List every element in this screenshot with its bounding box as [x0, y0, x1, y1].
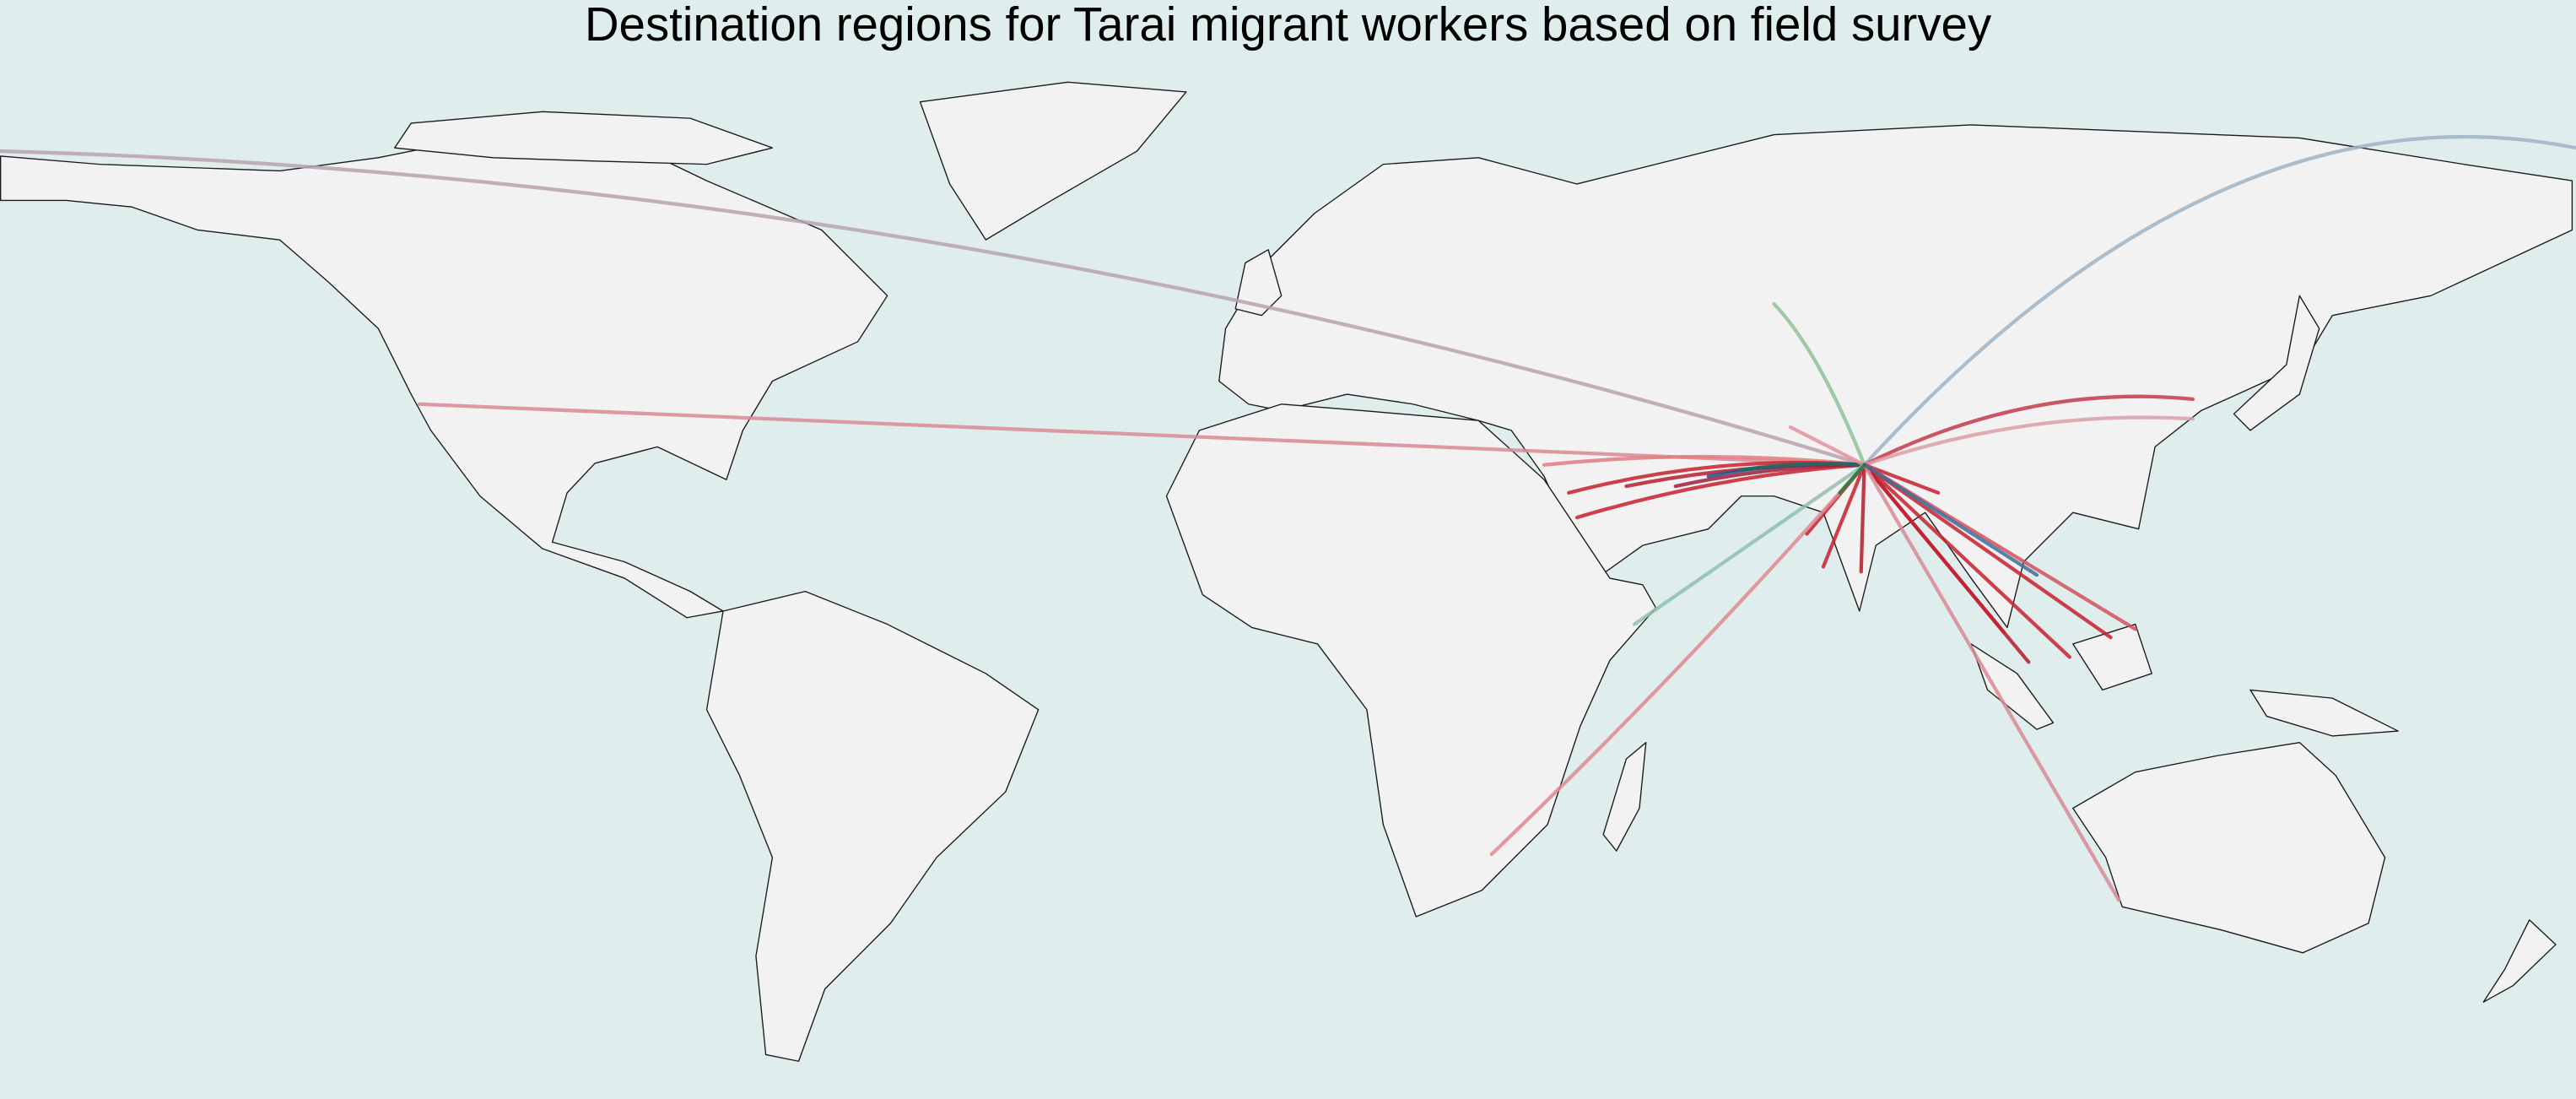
map-title: Destination regions for Tarai migrant wo…	[585, 0, 1992, 51]
migration-route	[1862, 394, 2195, 467]
migration-route	[1489, 463, 1866, 857]
migration-route	[417, 402, 1866, 467]
japan	[2233, 295, 2320, 431]
madagascar	[1602, 741, 1647, 852]
migration-route	[1859, 463, 1866, 574]
migration-route	[1862, 463, 2006, 635]
migration-route	[1633, 463, 1866, 626]
arctic-islands	[394, 111, 774, 165]
south-america	[705, 590, 1040, 1062]
migration-route	[1862, 463, 2072, 659]
migration-route	[1788, 425, 1866, 467]
borneo	[2072, 623, 2152, 691]
route-layer	[0, 134, 2576, 902]
migration-route	[1574, 463, 1866, 520]
africa	[1165, 403, 1657, 918]
migration-route	[0, 149, 1866, 467]
migration-route	[1862, 415, 2195, 467]
greenland	[919, 81, 1187, 241]
migration-route	[1862, 463, 2121, 902]
land-layer	[0, 81, 2573, 1062]
migration-route	[1862, 463, 2039, 577]
migration-route	[1838, 463, 1866, 495]
migration-route	[1739, 462, 1866, 472]
migration-route	[1821, 463, 1866, 569]
new-zealand	[2482, 919, 2557, 1003]
migration-route	[1772, 301, 1866, 467]
new-guinea	[2249, 689, 2399, 737]
sumatra	[1970, 643, 2055, 730]
migration-route	[1862, 134, 2576, 467]
